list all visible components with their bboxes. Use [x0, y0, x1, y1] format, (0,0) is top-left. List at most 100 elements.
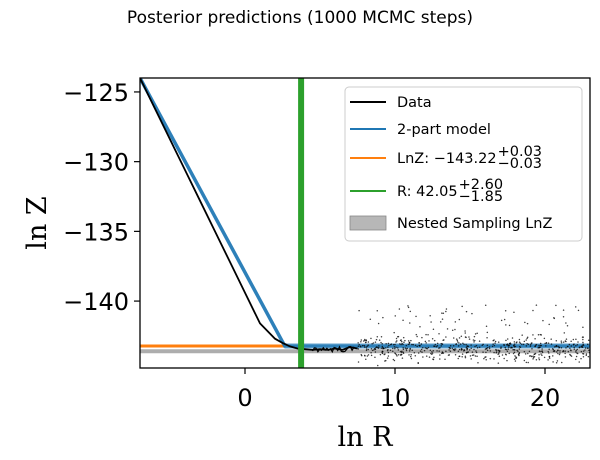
scatter-point [471, 351, 474, 353]
scatter-point [357, 342, 359, 344]
scatter-point [362, 340, 365, 342]
scatter-point [461, 353, 464, 355]
scatter-point [585, 354, 587, 357]
scatter-point [380, 347, 383, 349]
scatter-point [409, 348, 411, 350]
scatter-point [484, 304, 487, 306]
scatter-point [464, 330, 466, 332]
scatter-point [435, 346, 438, 348]
scatter-point [411, 343, 413, 346]
scatter-point [466, 349, 468, 351]
scatter-point [378, 339, 381, 341]
scatter-point [461, 355, 463, 358]
scatter-point [417, 361, 419, 364]
scatter-point [577, 309, 580, 312]
scatter-point [557, 352, 559, 355]
scatter-point [474, 355, 477, 357]
scatter-point [576, 348, 578, 351]
scatter-point [497, 341, 500, 343]
scatter-point [400, 343, 402, 346]
scatter-point [547, 350, 549, 353]
scatter-point [474, 339, 476, 342]
scatter-point [588, 349, 590, 352]
scatter-point [526, 336, 529, 338]
scatter-point [486, 347, 488, 350]
scatter-point [449, 347, 451, 350]
scatter-point [534, 345, 536, 347]
scatter-point [576, 352, 578, 354]
scatter-point [377, 347, 380, 349]
scatter-point [540, 344, 542, 347]
scatter-point [582, 326, 584, 329]
legend-label-model: 2-part model [397, 122, 491, 138]
scatter-point [456, 339, 459, 342]
scatter-point [364, 338, 366, 341]
scatter-point [392, 350, 394, 353]
scatter-point [457, 357, 459, 360]
scatter-point [541, 354, 543, 356]
scatter-point [457, 345, 460, 347]
scatter-point [510, 343, 512, 345]
scatter-point [574, 306, 577, 308]
scatter-point [419, 350, 422, 352]
y-axis-label: ln Z [22, 196, 53, 249]
scatter-point [442, 352, 444, 354]
scatter-point [404, 339, 406, 342]
scatter-point [511, 337, 514, 339]
scatter-point [551, 347, 554, 350]
scatter-point [413, 352, 416, 354]
legend-sub-r: −1.85 [459, 189, 503, 205]
scatter-point [562, 341, 565, 343]
scatter-point [559, 350, 561, 352]
scatter-point [387, 355, 390, 357]
scatter-point [507, 344, 509, 347]
scatter-point [363, 354, 366, 357]
scatter-point [482, 351, 484, 353]
scatter-point [476, 347, 479, 349]
scatter-point [535, 359, 538, 361]
scatter-point [432, 328, 435, 331]
scatter-point [473, 335, 476, 338]
scatter-point [402, 351, 404, 354]
scatter-point [476, 332, 478, 334]
scatter-point [464, 336, 467, 338]
scatter-point [524, 321, 526, 324]
scatter-point [382, 350, 384, 353]
scatter-point [514, 360, 517, 362]
scatter-point [370, 352, 372, 354]
scatter-point [517, 350, 519, 352]
scatter-point [464, 332, 466, 334]
scatter-point [472, 339, 475, 341]
axis-ticks: 0 10 20 −125 −130 −135 −140 [63, 79, 560, 412]
scatter-point [531, 342, 533, 344]
scatter-point [395, 346, 397, 349]
scatter-point [432, 349, 435, 352]
scatter-point [547, 359, 549, 361]
scatter-point [415, 333, 418, 336]
scatter-point [487, 346, 489, 349]
scatter-point [498, 355, 501, 358]
scatter-point [495, 349, 498, 352]
scatter-point [442, 312, 445, 314]
scatter-point [497, 353, 499, 355]
scatter-point [560, 340, 563, 342]
scatter-point [513, 358, 516, 360]
scatter-point [494, 340, 497, 343]
scatter-point [527, 361, 529, 364]
scatter-point [408, 354, 410, 356]
scatter-point [581, 336, 584, 338]
scatter-point [405, 348, 408, 350]
scatter-point [464, 355, 467, 358]
scatter-point [421, 351, 423, 353]
scatter-point [384, 360, 386, 362]
scatter-point [513, 351, 516, 354]
scatter-point [425, 333, 427, 336]
scatter-point [458, 337, 461, 339]
scatter-point [388, 344, 390, 347]
scatter-point [431, 337, 434, 340]
scatter-point [416, 335, 418, 338]
scatter-point [545, 345, 547, 347]
scatter-point [423, 349, 426, 352]
y-tick-label: −125 [63, 79, 129, 107]
scatter-point [439, 354, 441, 356]
